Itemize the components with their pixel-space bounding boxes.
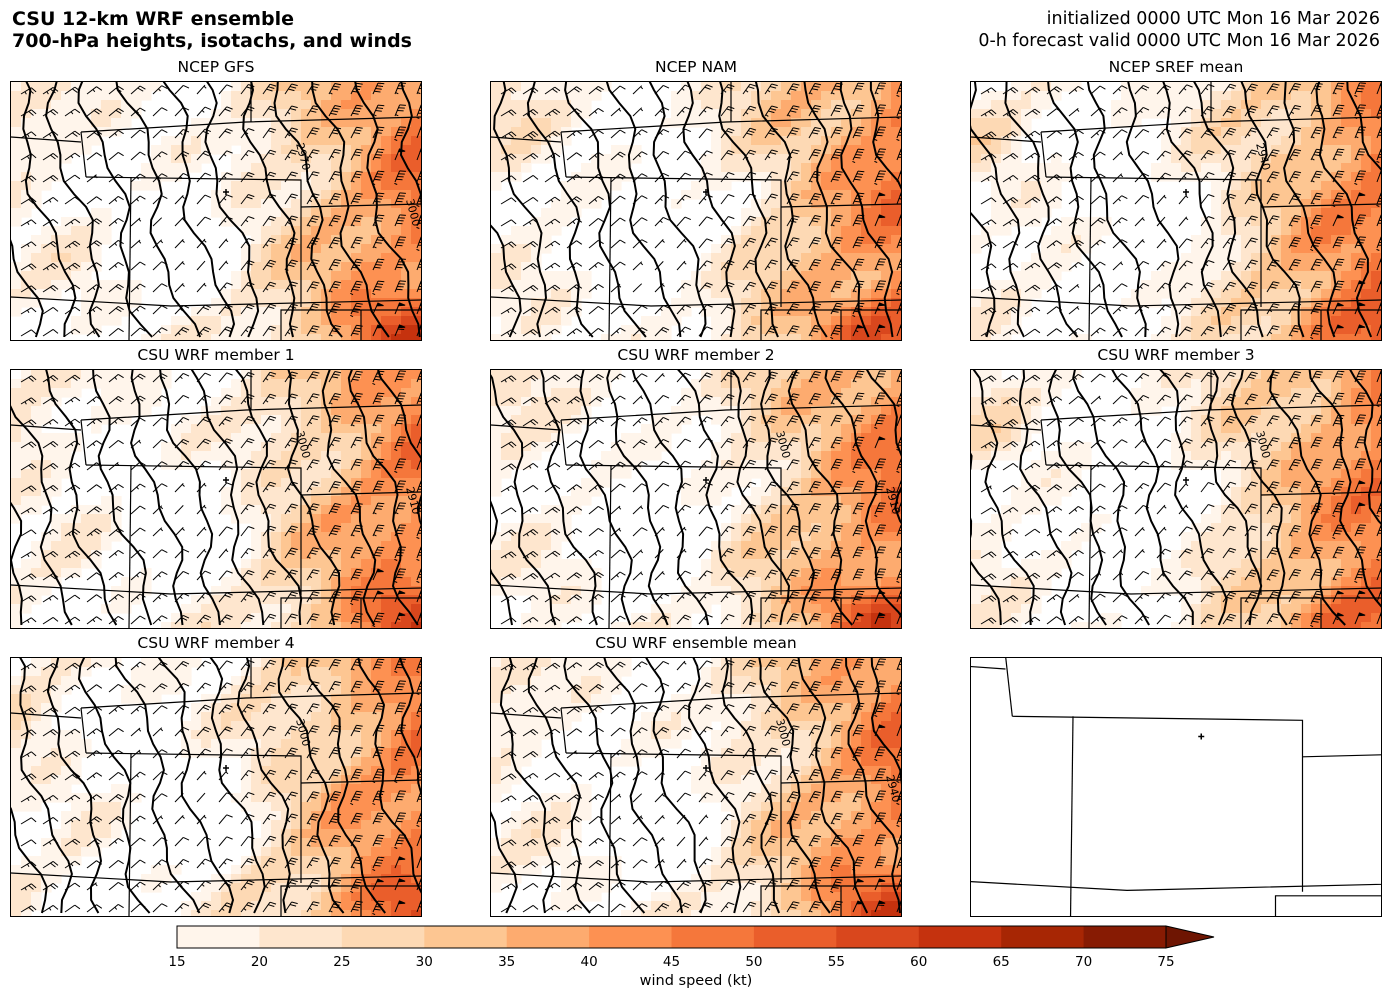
colorbar-segment xyxy=(753,926,837,948)
colorbar-segment xyxy=(589,926,672,948)
colorbar-tick: 65 xyxy=(992,954,1010,970)
state-boundaries xyxy=(11,658,421,916)
colorbar-tick: 20 xyxy=(250,954,268,970)
colorbar-tick-labels: 15 20 25 30 35 40 45 50 55 60 65 70 75 xyxy=(0,954,1392,972)
map-panel: 3000 xyxy=(970,369,1382,629)
wind-barbs xyxy=(980,370,1381,628)
title-line-2: 700-hPa heights, isotachs, and winds xyxy=(12,30,412,52)
colorbar-segment xyxy=(836,926,920,948)
colorbar-segment xyxy=(918,926,1002,948)
map-panel: 3000 2910 xyxy=(490,369,902,629)
forecast-info: initialized 0000 UTC Mon 16 Mar 2026 0-h… xyxy=(978,8,1380,52)
valid-time: 0-h forecast valid 0000 UTC Mon 16 Mar 2… xyxy=(978,31,1380,51)
colorbar-tick: 55 xyxy=(827,954,845,970)
station-marker xyxy=(1183,477,1189,483)
colorbar-segment xyxy=(671,926,755,948)
station-marker xyxy=(223,765,229,771)
height-contours xyxy=(11,82,421,338)
colorbar-segment xyxy=(424,926,508,948)
panel-title: CSU WRF member 1 xyxy=(137,346,295,364)
reference-map-panel xyxy=(970,657,1382,917)
state-boundaries xyxy=(491,658,901,916)
colorbar-segment xyxy=(506,926,590,948)
colorbar-tick: 40 xyxy=(580,954,598,970)
wind-barbs xyxy=(500,82,901,340)
wind-barbs xyxy=(20,82,421,337)
colorbar-label: wind speed (kt) xyxy=(639,973,753,989)
station-marker xyxy=(703,477,709,483)
wind-barbs xyxy=(980,82,1381,340)
init-time: initialized 0000 UTC Mon 16 Mar 2026 xyxy=(1046,9,1380,29)
state-boundaries xyxy=(971,658,1381,916)
colorbar-segment xyxy=(1083,926,1167,948)
colorbar-extend-arrow xyxy=(1165,925,1215,949)
map-panel xyxy=(490,81,902,341)
colorbar-tick: 25 xyxy=(333,954,351,970)
height-contours xyxy=(971,82,1381,338)
colorbar-tick: 45 xyxy=(662,954,681,970)
colorbar-tick: 60 xyxy=(910,954,928,970)
station-marker xyxy=(1183,189,1189,195)
map-panel: 3000 2940 xyxy=(490,657,902,917)
colorbar-segment xyxy=(177,926,260,948)
colorbar-segment xyxy=(341,926,425,948)
panel-title: CSU WRF member 4 xyxy=(137,634,295,652)
panel-title: NCEP NAM xyxy=(654,58,738,76)
panel-title: CSU WRF ensemble mean xyxy=(595,634,797,652)
panel-title: NCEP GFS xyxy=(177,58,255,76)
colorbar-segment xyxy=(1001,926,1085,948)
wind-barbs xyxy=(500,658,901,913)
colorbar-tick: 30 xyxy=(415,954,433,970)
panel-title: CSU WRF member 3 xyxy=(1097,346,1255,364)
wind-barbs xyxy=(20,370,421,628)
state-boundaries xyxy=(491,370,901,628)
title-line-1: CSU 12-km WRF ensemble xyxy=(12,8,294,30)
height-contours xyxy=(971,370,1381,626)
height-contours xyxy=(491,370,901,626)
figure-title: CSU 12-km WRF ensemble 700-hPa heights, … xyxy=(12,8,412,52)
colorbar-tick: 70 xyxy=(1074,954,1093,970)
colorbar-tick: 75 xyxy=(1157,954,1175,970)
station-marker xyxy=(703,765,709,771)
wind-speed-fill xyxy=(491,658,901,916)
colorbar-tick: 50 xyxy=(745,954,763,970)
state-boundaries xyxy=(971,82,1381,340)
height-contours xyxy=(491,82,901,338)
panel-title: NCEP SREF mean xyxy=(1108,58,1244,76)
map-panel: 2940 xyxy=(970,81,1382,341)
state-boundaries xyxy=(491,82,901,340)
wind-barbs xyxy=(20,658,421,916)
station-marker xyxy=(703,189,709,195)
wind-speed-fill xyxy=(491,370,901,628)
map-panel: 3000 xyxy=(10,657,422,917)
map-panel: 2970 3000 xyxy=(10,81,422,341)
colorbar-segment xyxy=(259,926,343,948)
panel-title: CSU WRF member 2 xyxy=(617,346,775,364)
station-marker xyxy=(1198,733,1205,740)
colorbar-outline xyxy=(176,925,1166,949)
state-boundaries xyxy=(971,370,1381,628)
station-marker xyxy=(223,477,229,483)
station-marker xyxy=(223,189,229,195)
colorbar-tick: 15 xyxy=(168,954,186,970)
colorbar xyxy=(176,925,1215,949)
wind-speed-fill xyxy=(971,370,1381,628)
map-panel: 3000 2910 xyxy=(10,369,422,629)
colorbar-tick: 35 xyxy=(498,954,516,970)
state-boundaries xyxy=(11,370,421,628)
state-boundaries xyxy=(11,82,421,340)
